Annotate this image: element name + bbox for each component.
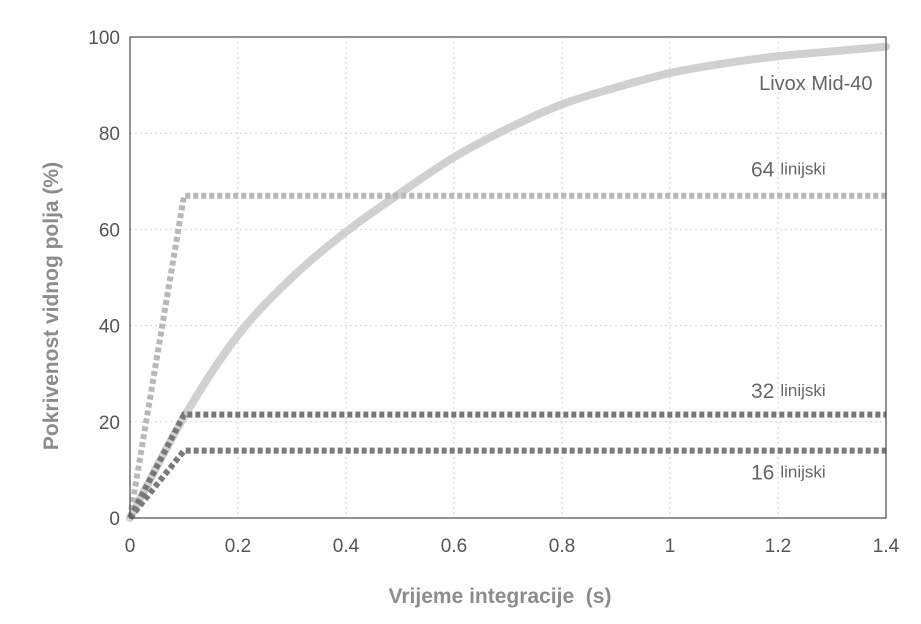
y-tick-label: 80 [99, 124, 120, 145]
x-tick-label: 0.4 [333, 536, 360, 557]
y-tick-label: 40 [99, 317, 120, 338]
series-annotation: 64 linijski [751, 158, 826, 181]
series-annotation: 16 linijski [751, 462, 826, 485]
annotations: Livox Mid-40 64 linijski 32 linijski 16 linijs… [751, 73, 872, 485]
y-tick-label: 20 [99, 413, 120, 434]
x-tick-label: 0.8 [549, 536, 575, 557]
series-annotation: Livox Mid-40 [759, 73, 872, 95]
y-tick-label: 100 [88, 28, 120, 49]
series-line-1 [126, 42, 890, 522]
x-axis-title: Vrijeme integracije (s) [389, 585, 612, 608]
series-line-4 [127, 447, 886, 520]
x-tick-label: 1.4 [873, 536, 900, 557]
plot-background [130, 37, 886, 518]
series-layer [126, 42, 890, 522]
y-tick-label: 60 [99, 220, 120, 241]
series-line-3 [127, 411, 886, 520]
x-tick-label: 1 [665, 536, 676, 557]
x-tick-label: 0.6 [441, 536, 467, 557]
plot-frame [129, 36, 887, 519]
series-line-2 [127, 192, 886, 519]
x-tick-label: 0 [125, 536, 136, 557]
x-tick-label: 0.2 [225, 536, 251, 557]
y-tick-label: 0 [109, 509, 120, 530]
y-axis-title: Pokrivenost vidnog polja (%) [40, 162, 63, 450]
tick-labels: 0 0.2 0.4 0.6 0.8 1 1.2 1.4 0 20 40 60 80 100 [88, 28, 899, 557]
series-annotation: 32 linijski [751, 380, 826, 403]
x-tick-label: 1.2 [765, 536, 791, 557]
